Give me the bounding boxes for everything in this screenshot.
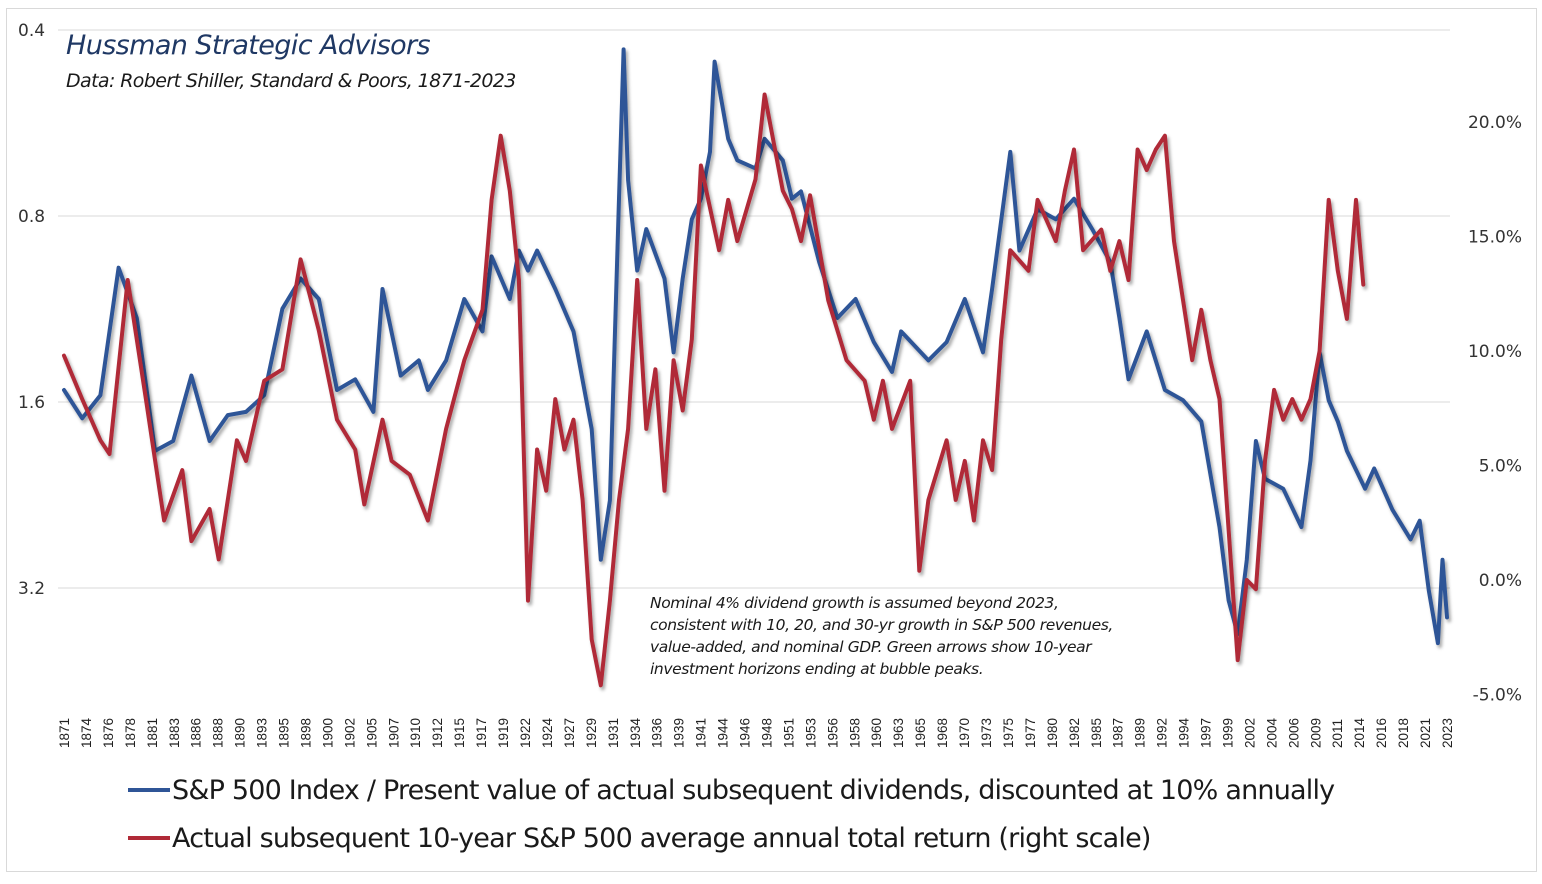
annotation-line: consistent with 10, 20, and 30-yr growth… (650, 616, 1113, 634)
x-tick-label: 1902 (342, 718, 357, 748)
legend-item-valuation: S&P 500 Index / Present value of actual … (128, 766, 1335, 814)
x-tick-label: 1992 (1155, 718, 1170, 748)
x-tick-label: 1958 (847, 718, 862, 748)
right-tick-label: -5.0% (1473, 686, 1522, 706)
left-axis: 0.4 0.8 1.6 3.2 (18, 21, 45, 599)
x-tick-label: 1886 (189, 718, 204, 748)
x-tick-label: 2009 (1308, 718, 1323, 748)
x-tick-label: 1900 (320, 718, 335, 748)
x-axis: 1871 1874 1876 1878 1881 1883 1886 1888 1890 1893… (57, 717, 1455, 748)
legend-label: S&P 500 Index / Present value of actual … (172, 774, 1335, 806)
x-tick-label: 1922 (518, 718, 533, 748)
x-tick-label: 1994 (1177, 717, 1192, 748)
x-tick-label: 1881 (145, 718, 160, 748)
x-tick-label: 1999 (1220, 718, 1235, 748)
x-tick-label: 1929 (584, 718, 599, 748)
x-tick-label: 1890 (233, 718, 248, 748)
x-tick-label: 1912 (430, 718, 445, 748)
left-tick-label: 3.2 (18, 579, 45, 599)
x-tick-label: 1915 (452, 718, 467, 748)
chart-title: Hussman Strategic Advisors (66, 30, 431, 61)
legend-label: Actual subsequent 10-year S&P 500 averag… (172, 822, 1151, 854)
x-tick-label: 1980 (1045, 718, 1060, 748)
legend: S&P 500 Index / Present value of actual … (128, 766, 1335, 862)
gridlines (58, 29, 1450, 589)
x-tick-label: 1987 (1111, 718, 1126, 748)
x-tick-label: 1931 (606, 718, 621, 748)
x-tick-label: 1874 (79, 717, 94, 748)
x-tick-label: 1965 (913, 718, 928, 748)
right-tick-label: 15.0% (1468, 228, 1522, 248)
x-tick-label: 1975 (1001, 718, 1016, 748)
x-tick-label: 1905 (364, 718, 379, 748)
series-line-valuation (62, 47, 1449, 646)
x-tick-label: 1977 (1023, 718, 1038, 748)
left-tick-label: 0.8 (18, 207, 45, 227)
left-tick-label: 0.4 (18, 21, 45, 41)
x-tick-label: 1953 (803, 718, 818, 748)
x-tick-label: 2011 (1330, 719, 1345, 748)
annotation-note: Nominal 4% dividend growth is assumed be… (650, 592, 1230, 680)
x-tick-label: 1946 (738, 718, 753, 748)
right-tick-label: 10.0% (1468, 342, 1522, 362)
x-tick-label: 1910 (408, 718, 423, 748)
x-tick-label: 1973 (979, 718, 994, 748)
x-tick-label: 1951 (781, 718, 796, 748)
x-tick-label: 2023 (1440, 718, 1455, 748)
x-tick-label: 1876 (101, 718, 116, 748)
legend-item-returns: Actual subsequent 10-year S&P 500 averag… (128, 814, 1334, 862)
x-tick-label: 1893 (255, 718, 270, 748)
chart-frame (6, 8, 1537, 872)
x-tick-label: 1888 (211, 718, 226, 748)
x-tick-label: 1883 (167, 718, 182, 748)
x-tick-label: 2021 (1418, 718, 1433, 748)
x-tick-label: 1878 (123, 718, 138, 748)
right-tick-label: 20.0% (1468, 113, 1522, 133)
right-tick-label: 0.0% (1479, 571, 1522, 591)
legend-swatch-blue (128, 788, 170, 792)
x-tick-label: 2014 (1352, 717, 1367, 748)
x-tick-label: 1919 (496, 718, 511, 748)
series-layer (62, 47, 1449, 688)
x-tick-label: 1907 (386, 718, 401, 748)
x-tick-label: 1989 (1133, 718, 1148, 748)
x-tick-label: 2006 (1286, 718, 1301, 748)
annotation-line: value-added, and nominal GDP. Green arro… (650, 638, 1092, 656)
x-tick-label: 1997 (1199, 718, 1214, 748)
x-tick-label: 1898 (298, 718, 313, 748)
x-tick-label: 1970 (957, 718, 972, 748)
x-tick-label: 1934 (628, 717, 643, 748)
x-tick-label: 1927 (562, 718, 577, 748)
x-tick-label: 2002 (1242, 718, 1257, 748)
x-tick-label: 2004 (1264, 717, 1279, 748)
left-tick-label: 1.6 (18, 393, 45, 413)
x-tick-label: 1871 (57, 718, 72, 748)
x-tick-label: 1939 (672, 718, 687, 748)
x-tick-label: 1895 (277, 718, 292, 748)
x-tick-label: 2016 (1374, 718, 1389, 748)
x-tick-label: 1960 (869, 718, 884, 748)
x-tick-label: 2018 (1396, 718, 1411, 748)
legend-swatch-red (128, 836, 170, 840)
chart-subtitle: Data: Robert Shiller, Standard & Poors, … (66, 70, 516, 92)
arrows-layer (501, 119, 1419, 208)
right-axis: 20.0% 15.0% 10.0% 5.0% 0.0% -5.0% (1468, 113, 1522, 706)
annotation-line: investment horizons ending at bubble pea… (650, 660, 984, 678)
x-tick-label: 1948 (759, 718, 774, 748)
x-tick-label: 1956 (825, 718, 840, 748)
x-tick-label: 1963 (891, 718, 906, 748)
x-tick-label: 1941 (694, 718, 709, 748)
x-tick-label: 1924 (540, 717, 555, 748)
x-tick-label: 1985 (1089, 718, 1104, 748)
right-tick-label: 5.0% (1479, 457, 1522, 477)
x-tick-label: 1917 (474, 718, 489, 748)
x-tick-label: 1936 (650, 718, 665, 748)
x-tick-label: 1982 (1067, 718, 1082, 748)
x-tick-label: 1968 (935, 718, 950, 748)
x-tick-label: 1944 (716, 717, 731, 748)
annotation-line: Nominal 4% dividend growth is assumed be… (650, 594, 1059, 612)
